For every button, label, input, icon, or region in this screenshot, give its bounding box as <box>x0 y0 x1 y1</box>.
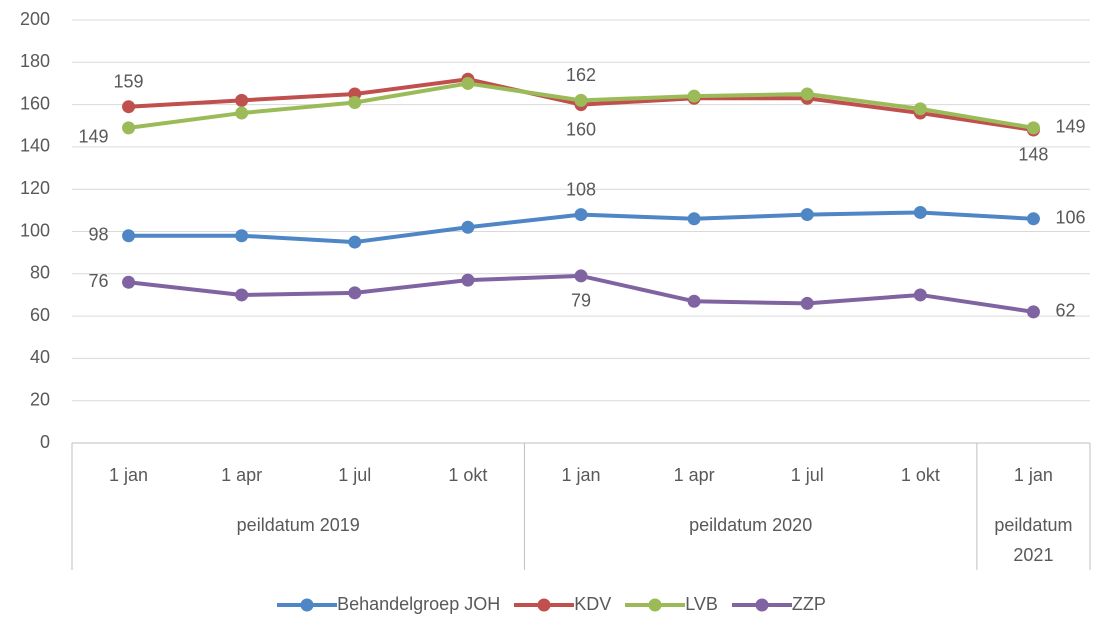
y-tick-label: 80 <box>30 263 50 283</box>
x-tick-label: 1 apr <box>674 465 715 485</box>
data-label: 79 <box>571 291 591 311</box>
legend-label: LVB <box>685 594 718 614</box>
group-label: peildatum 2021 <box>994 515 1073 565</box>
point <box>235 288 249 302</box>
point <box>235 93 249 107</box>
legend-marker <box>648 598 662 611</box>
point <box>122 275 136 289</box>
y-tick-label: 20 <box>30 389 50 409</box>
data-label: 98 <box>89 224 109 244</box>
data-label: 160 <box>566 119 596 139</box>
y-tick-label: 140 <box>20 136 50 156</box>
point <box>574 93 588 107</box>
point <box>800 87 814 101</box>
point <box>574 269 588 283</box>
point <box>348 286 362 300</box>
y-tick-label: 160 <box>20 93 50 113</box>
x-tick-label: 1 okt <box>901 465 940 485</box>
legend-label: KDV <box>574 594 612 614</box>
point <box>235 229 249 243</box>
y-tick-label: 100 <box>20 220 50 240</box>
point <box>687 294 701 308</box>
legend-marker <box>755 598 769 611</box>
point <box>348 235 362 249</box>
point <box>122 121 136 135</box>
data-label: 106 <box>1055 208 1085 228</box>
legend-label: Behandelgroep JOH <box>337 594 501 614</box>
point <box>122 100 136 114</box>
point <box>1026 305 1040 319</box>
point <box>687 89 701 103</box>
point <box>800 208 814 222</box>
x-tick-label: 1 jan <box>1014 465 1053 485</box>
x-tick-label: 1 jan <box>109 465 148 485</box>
group-label: peildatum 2019 <box>236 515 360 535</box>
data-label: 108 <box>566 179 596 199</box>
x-tick-label: 1 jan <box>561 465 600 485</box>
legend: Behandelgroep JOH KDV LVB ZZP <box>0 594 1103 615</box>
point <box>1026 121 1040 135</box>
y-tick-label: 0 <box>40 432 50 452</box>
y-tick-label: 40 <box>30 347 50 367</box>
legend-swatch <box>277 598 338 611</box>
data-label: 149 <box>1055 117 1085 137</box>
point <box>122 229 136 243</box>
x-tick-label: 1 apr <box>221 465 262 485</box>
legend-marker <box>537 598 551 611</box>
x-tick-label: 1 okt <box>448 465 487 485</box>
data-label: 62 <box>1055 301 1075 321</box>
data-label: 76 <box>89 271 109 291</box>
legend-item: LVB <box>625 594 718 615</box>
x-tick-label: 1 jul <box>791 465 824 485</box>
y-tick-label: 180 <box>20 51 50 71</box>
point <box>687 212 701 226</box>
point <box>913 288 927 302</box>
legend-swatch <box>731 598 792 611</box>
point <box>348 95 362 109</box>
point <box>235 106 249 120</box>
legend-item: ZZP <box>731 594 826 615</box>
data-label: 159 <box>114 71 144 91</box>
legend-item: KDV <box>514 594 611 615</box>
y-tick-label: 120 <box>20 178 50 198</box>
point <box>913 102 927 116</box>
data-label: 162 <box>566 65 596 85</box>
point <box>461 273 475 287</box>
legend-item: Behandelgroep JOH <box>277 594 500 615</box>
group-label: peildatum 2020 <box>689 515 813 535</box>
legend-label: ZZP <box>791 594 826 614</box>
point <box>800 296 814 310</box>
point <box>1026 212 1040 226</box>
x-tick-label: 1 jul <box>338 465 371 485</box>
y-tick-label: 60 <box>30 305 50 325</box>
legend-swatch <box>625 598 686 611</box>
data-label: 149 <box>79 127 109 147</box>
point <box>913 205 927 219</box>
data-label: 148 <box>1018 145 1048 165</box>
point <box>461 220 475 234</box>
point <box>461 76 475 90</box>
point <box>574 208 588 222</box>
legend-marker <box>300 598 314 611</box>
legend-swatch <box>514 598 575 611</box>
plot-area: 0 20 40 60 80 100 120 140 160 180 200 1 jan 1 apr 1 j… <box>20 9 1091 570</box>
y-tick-label: 200 <box>20 9 50 29</box>
